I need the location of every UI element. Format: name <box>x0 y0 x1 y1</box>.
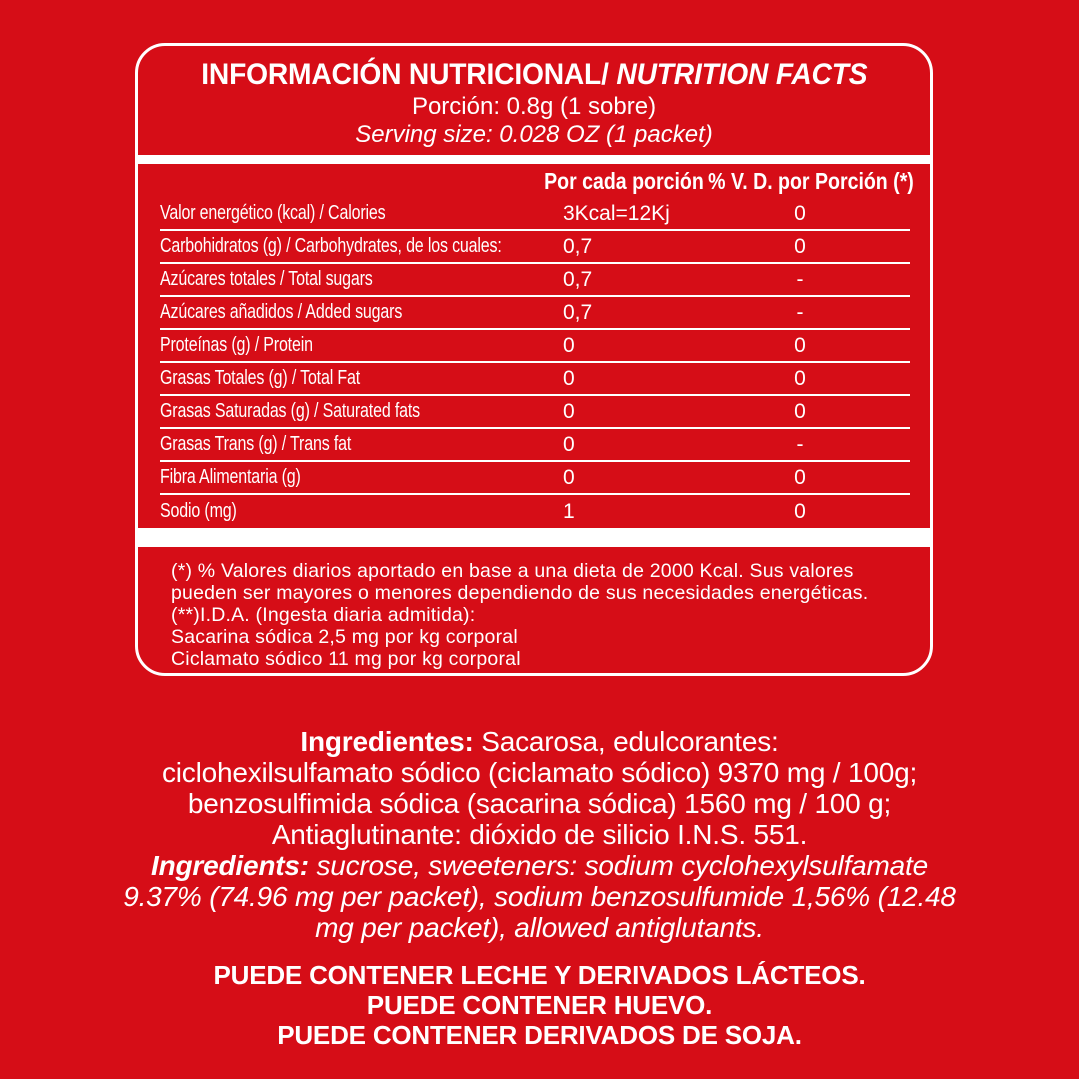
row-label: Sodio (mg) <box>160 500 237 522</box>
row-value-per-serving: 3Kcal=12Kj <box>563 201 670 225</box>
row-label: Azúcares totales / Total sugars <box>160 268 373 290</box>
row-label: Fibra Alimentaria (g) <box>160 466 301 488</box>
row-value-daily: 0 <box>794 399 806 423</box>
table-row: Grasas Saturadas (g) / Saturated fats 0 … <box>160 396 910 429</box>
row-value-per-serving: 0 <box>563 399 575 423</box>
footnote-saccharin: Sacarina sódica 2,5 mg por kg corporal <box>171 626 518 648</box>
footnote-ida-heading: (**)I.D.A. (Ingesta diaria admitida): <box>171 604 476 626</box>
row-value-per-serving: 0 <box>563 333 575 357</box>
row-value-daily: - <box>796 432 804 456</box>
panel-title: INFORMACIÓN NUTRICIONAL/ NUTRITION FACTS <box>138 58 930 92</box>
table-row: Carbohidratos (g) / Carbohydrates, de lo… <box>160 231 910 264</box>
section-divider-top <box>137 155 931 164</box>
table-row: Valor energético (kcal) / Calories 3Kcal… <box>160 198 910 231</box>
ingredients-spanish: Ingredientes: Sacarosa, edulcorantes: ci… <box>0 726 1079 850</box>
daily-value-footnote: (*) % Valores diarios aportado en base a… <box>171 560 910 670</box>
row-value-daily: 0 <box>794 465 806 489</box>
table-row: Proteínas (g) / Protein 0 0 <box>160 330 910 363</box>
table-row: Grasas Trans (g) / Trans fat 0 - <box>160 429 910 462</box>
serving-size-es: Porción: 0.8g (1 sobre) <box>411 93 657 120</box>
nutrition-table: Por cada porción % V. D. por Porción (*)… <box>160 165 914 528</box>
ingredients-es-line: ciclohexilsulfamato sódico (ciclamato só… <box>161 757 918 788</box>
column-header-per-serving: Por cada porción <box>544 168 704 194</box>
row-label: Grasas Totales (g) / Total Fat <box>160 367 361 389</box>
panel-title-es: INFORMACIÓN NUTRICIONAL/ <box>200 58 609 91</box>
row-value-daily: 0 <box>794 333 806 357</box>
row-label: Azúcares añadidos / Added sugars <box>160 301 403 323</box>
table-row: Grasas Totales (g) / Total Fat 0 0 <box>160 363 910 396</box>
row-value-per-serving: 1 <box>563 499 575 523</box>
footnote-line: pueden ser mayores o menores dependiendo… <box>171 582 869 604</box>
nutrition-facts-panel: INFORMACIÓN NUTRICIONAL/ NUTRITION FACTS… <box>135 43 933 676</box>
serving-size-en: Serving size: 0.028 OZ (1 packet) <box>355 121 713 148</box>
row-label: Proteínas (g) / Protein <box>160 334 313 356</box>
row-value-per-serving: 0,7 <box>563 267 593 291</box>
row-value-daily: - <box>796 300 804 324</box>
table-row: Azúcares añadidos / Added sugars 0,7 - <box>160 297 910 330</box>
allergen-warning-milk: PUEDE CONTENER LECHE Y DERIVADOS LÁCTEOS… <box>213 960 866 990</box>
row-value-daily: 0 <box>794 201 806 225</box>
ingredients-english: Ingredients: sucrose, sweeteners: sodium… <box>0 850 1079 943</box>
ingredients-en-label: Ingredients: <box>151 850 309 881</box>
row-value-daily: 0 <box>794 234 806 258</box>
allergen-warnings: PUEDE CONTENER LECHE Y DERIVADOS LÁCTEOS… <box>0 960 1079 1050</box>
footnote-cyclamate: Ciclamato sódico 11 mg por kg corporal <box>171 648 521 670</box>
ingredients-es-line: Ingredientes: Sacarosa, edulcorantes: <box>0 726 1079 757</box>
column-header-daily-value: % V. D. por Porción (*) <box>708 168 914 194</box>
row-value-per-serving: 0 <box>563 366 575 390</box>
ingredients-es-line: Antiaglutinante: dióxido de silicio I.N.… <box>271 819 808 850</box>
row-value-per-serving: 0,7 <box>563 300 593 324</box>
ingredients-en-text: sucrose, sweeteners: sodium cyclohexylsu… <box>308 850 928 881</box>
ingredients-es-label: Ingredientes: <box>300 726 474 757</box>
table-row: Azúcares totales / Total sugars 0,7 - <box>160 264 910 297</box>
panel-title-en: NUTRITION FACTS <box>616 58 868 91</box>
allergen-warning-soy: PUEDE CONTENER DERIVADOS DE SOJA. <box>277 1020 802 1050</box>
row-label: Grasas Saturadas (g) / Saturated fats <box>160 400 420 422</box>
section-divider-bottom <box>137 528 931 547</box>
row-label: Valor energético (kcal) / Calories <box>160 202 386 224</box>
ingredients-en-line: Ingredients: sucrose, sweeteners: sodium… <box>0 850 1079 881</box>
allergen-warning-egg: PUEDE CONTENER HUEVO. <box>366 990 713 1020</box>
row-value-per-serving: 0 <box>563 432 575 456</box>
row-label: Grasas Trans (g) / Trans fat <box>160 433 352 455</box>
row-value-daily: - <box>796 267 804 291</box>
ingredients-en-line: 9.37% (74.96 mg per packet), sodium benz… <box>123 881 956 912</box>
row-value-daily: 0 <box>794 366 806 390</box>
ingredients-es-line: benzosulfimida sódica (sacarina sódica) … <box>187 788 892 819</box>
ingredients-es-text: Sacarosa, edulcorantes: <box>473 726 779 757</box>
row-label: Carbohidratos (g) / Carbohydrates, de lo… <box>160 235 502 257</box>
table-row: Sodio (mg) 1 0 <box>160 495 910 528</box>
table-row: Fibra Alimentaria (g) 0 0 <box>160 462 910 495</box>
row-value-daily: 0 <box>794 499 806 523</box>
table-header-row: Por cada porción % V. D. por Porción (*) <box>160 165 914 198</box>
row-value-per-serving: 0,7 <box>563 234 593 258</box>
panel-header: INFORMACIÓN NUTRICIONAL/ NUTRITION FACTS… <box>138 58 930 148</box>
ingredients-en-line: mg per packet), allowed antiglutants. <box>315 912 764 943</box>
footnote-line: (*) % Valores diarios aportado en base a… <box>171 560 854 582</box>
row-value-per-serving: 0 <box>563 465 575 489</box>
